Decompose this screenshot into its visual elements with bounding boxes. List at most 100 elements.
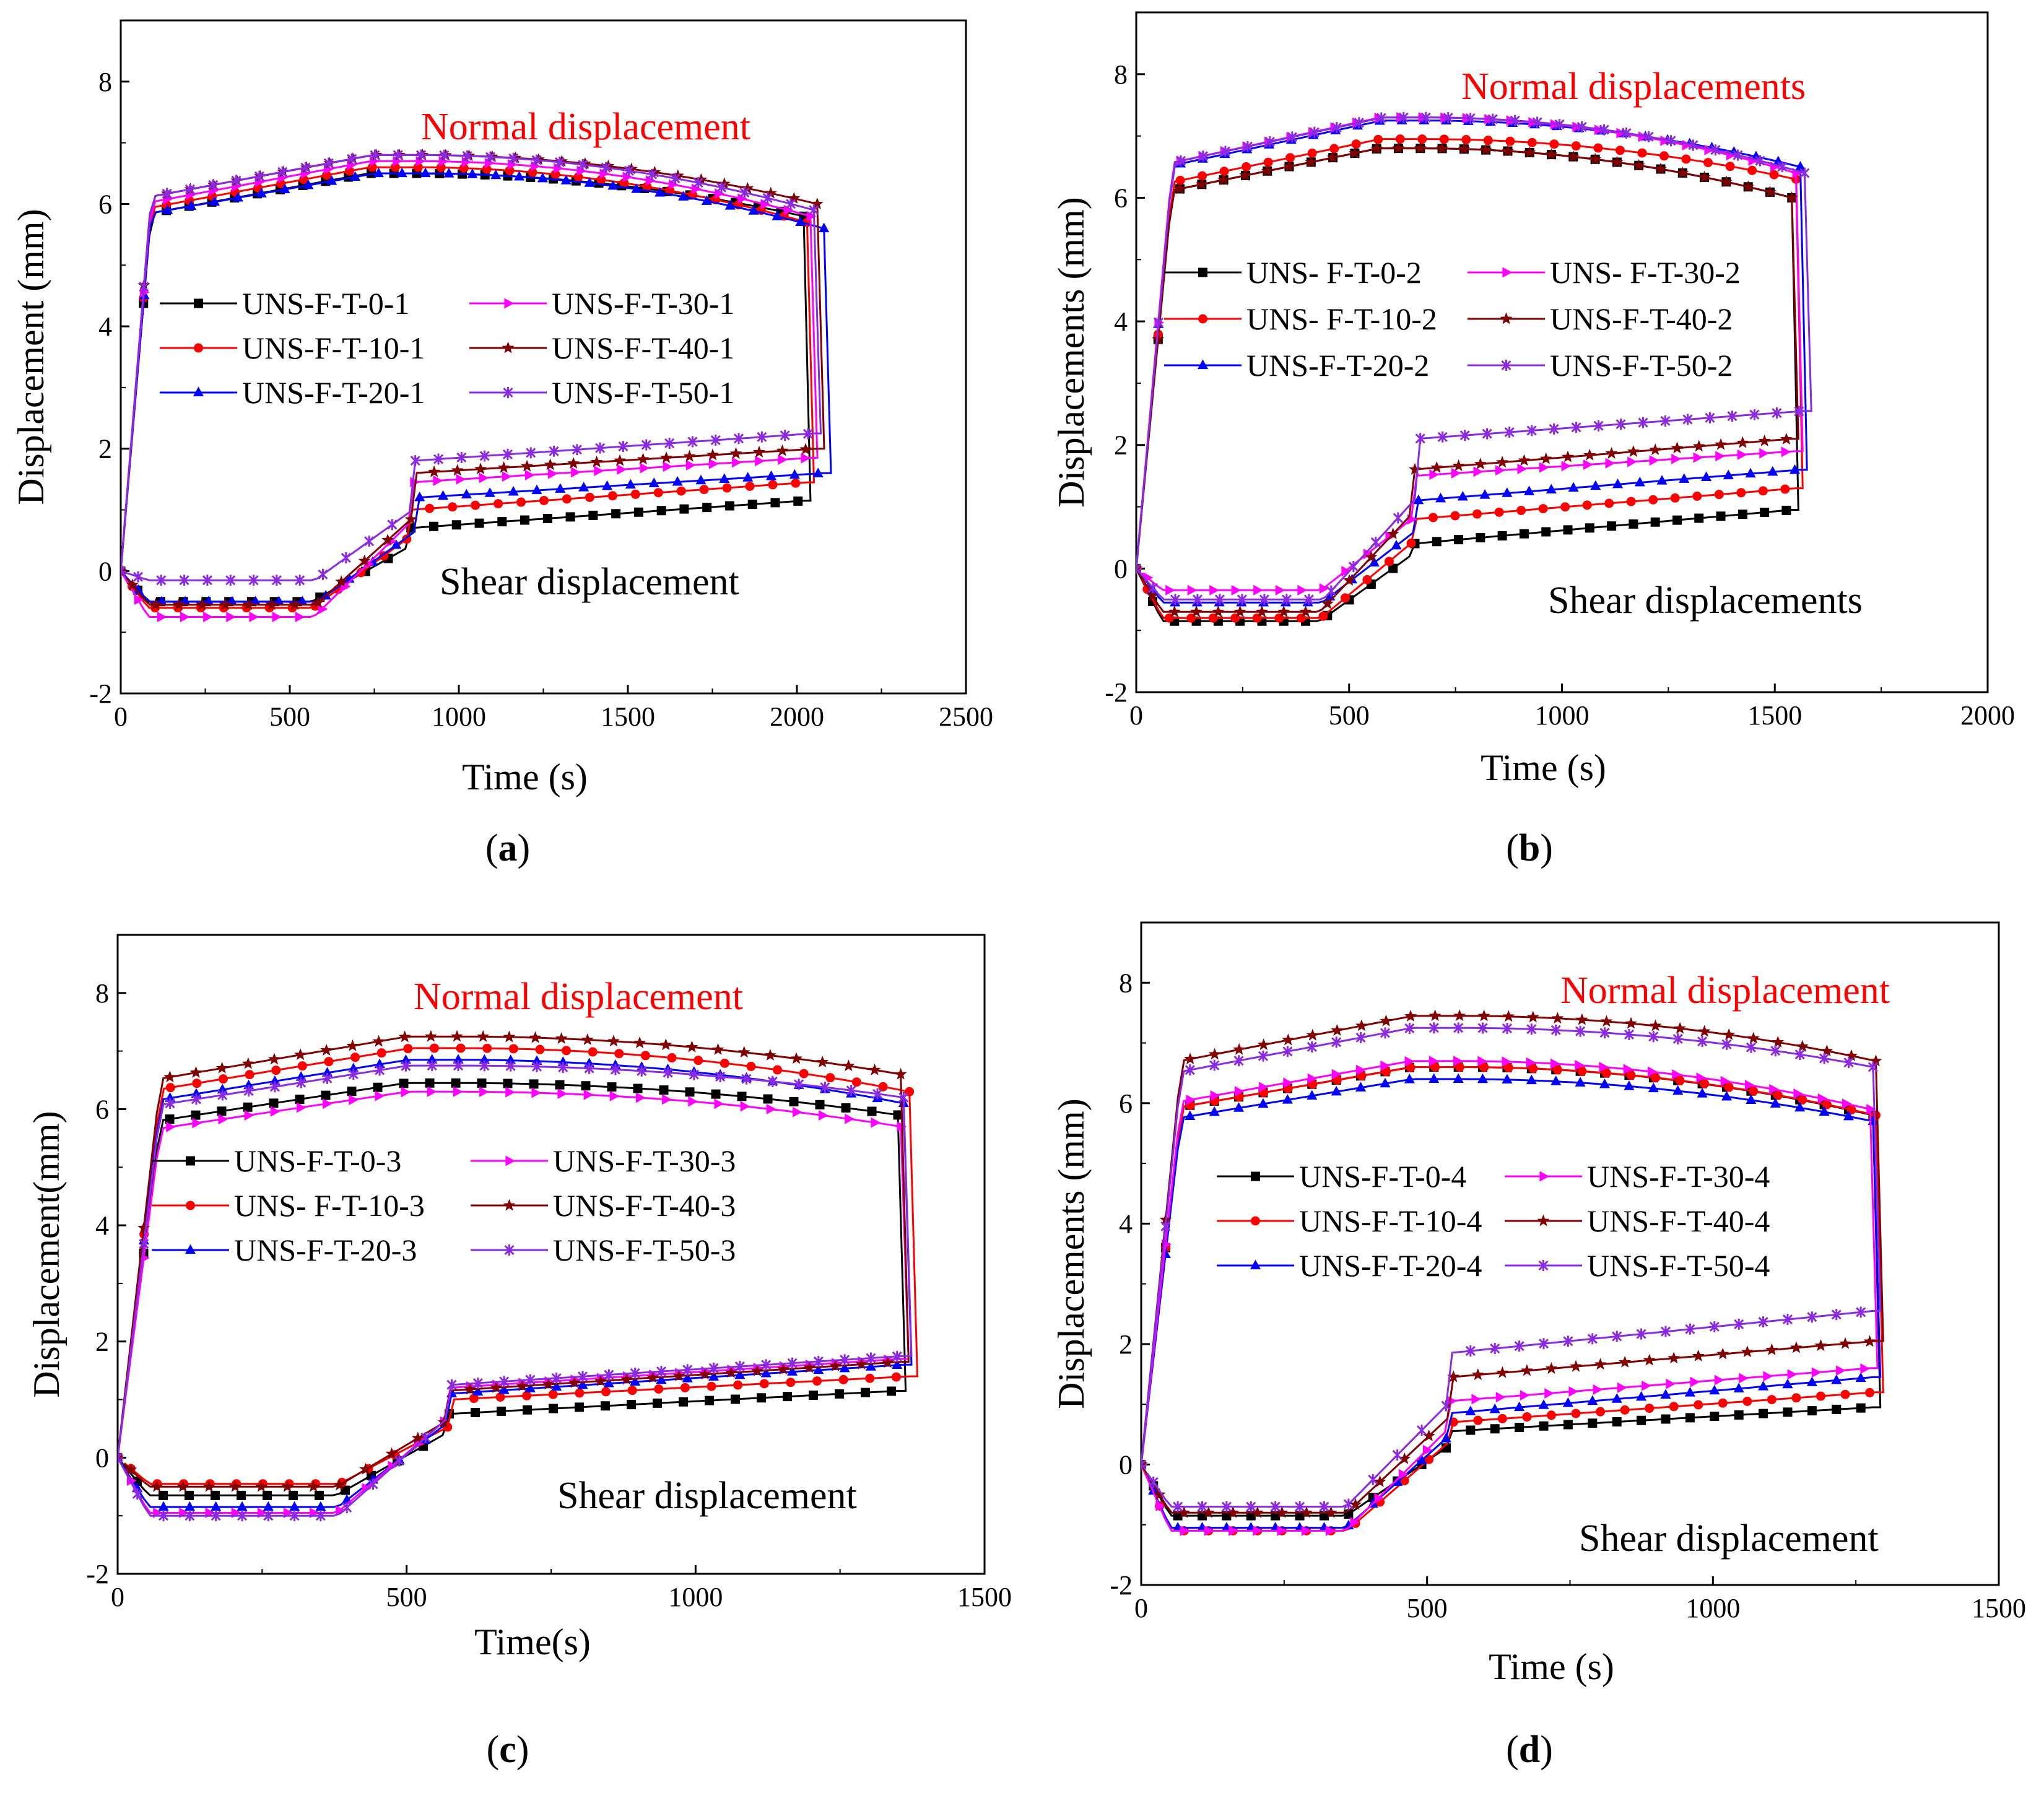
data-point [1233,605,1246,617]
data-point [269,1081,280,1093]
data-point [840,1354,850,1366]
data-point [149,598,162,610]
data-point [1539,452,1552,464]
data-point [865,1373,875,1383]
data-point [303,179,314,189]
data-point [185,183,195,195]
data-point [577,1371,588,1383]
data-point [427,1060,437,1072]
data-point [1190,605,1203,617]
data-point [254,1480,267,1492]
data-point [1620,1405,1630,1415]
data-point [425,1078,435,1088]
data-point [279,183,290,194]
legend-label: UNS-F-T-20-2 [1246,348,1429,383]
data-point [281,1480,294,1492]
data-point [1819,1106,1830,1116]
data-point [865,1361,876,1371]
data-point [763,1049,776,1061]
data-point [1160,1220,1171,1232]
data-point [1747,165,1757,175]
data-point [1670,493,1680,503]
data-point [267,1053,281,1065]
data-point [1550,1058,1560,1069]
legend-item: UNS- F-T-10-3 [152,1188,425,1223]
y-axis-title: Displacement (mm) [11,209,51,505]
data-point [790,1052,803,1064]
panel-label: (a) [485,827,530,869]
data-point [1611,1393,1622,1403]
data-point [813,1364,824,1374]
data-point [846,1085,856,1096]
data-point [1340,593,1350,603]
data-point [1855,1372,1866,1383]
data-point [1435,492,1446,503]
legend-label: UNS-F-T-0-4 [1299,1159,1466,1194]
data-point [1569,1360,1583,1372]
data-point [1502,1056,1512,1067]
data-point [1429,513,1438,523]
data-point [1843,1110,1855,1121]
data-point [424,1030,437,1042]
data-point [1765,1343,1778,1355]
data-point [1660,1326,1671,1337]
data-point [1782,1314,1793,1326]
data-point [693,177,703,189]
data-point [1282,1046,1293,1057]
data-point [555,1032,568,1044]
data-point [1538,1399,1549,1409]
data-point [165,1098,175,1109]
data-point [733,1380,743,1390]
data-point [778,454,788,465]
y-axis-title: Displacements (mm) [1051,197,1092,508]
data-point [225,575,236,586]
series-line [1136,147,1799,622]
data-point [1432,537,1442,547]
data-point [1820,1044,1833,1057]
legend-label: UNS-F-T-0-3 [234,1144,401,1178]
data-point [1253,1525,1263,1536]
data-point [1420,111,1431,123]
data-point [794,1079,804,1090]
data-point [1198,150,1209,162]
data-point [1681,154,1691,164]
data-point [1264,136,1275,148]
data-point [1220,145,1230,157]
data-point [462,150,472,162]
x-tick-label: 500 [1407,1593,1448,1623]
data-point [269,1098,279,1108]
data-point [1502,1074,1513,1083]
data-point [1526,425,1537,436]
data-point [132,1488,142,1500]
data-point [549,1404,558,1413]
data-point [787,1357,798,1369]
data-point [211,1490,220,1500]
data-point [420,167,431,178]
data-point [1607,521,1617,531]
data-point [1239,168,1252,181]
normal-displacement-label: Normal displacement [414,976,743,1018]
data-point [315,1490,324,1500]
data-point [443,168,454,178]
data-point [1502,1023,1512,1035]
data-point [1590,480,1601,490]
data-point [708,1371,720,1381]
data-point [683,449,696,462]
data-point [1794,1049,1805,1061]
data-point [1617,1382,1627,1393]
data-point [1319,1501,1329,1513]
data-point [1599,1061,1609,1072]
data-point [1437,431,1448,443]
data-point [573,172,583,182]
data-point [760,1367,772,1378]
data-point [521,459,534,472]
data-point [737,1046,750,1058]
data-point [350,1053,360,1062]
data-point [1532,116,1542,128]
data-point [685,459,696,471]
data-point [1393,512,1403,524]
data-point [676,486,686,496]
data-point [1175,175,1185,185]
data-point [1408,462,1421,475]
data-point [614,454,627,466]
